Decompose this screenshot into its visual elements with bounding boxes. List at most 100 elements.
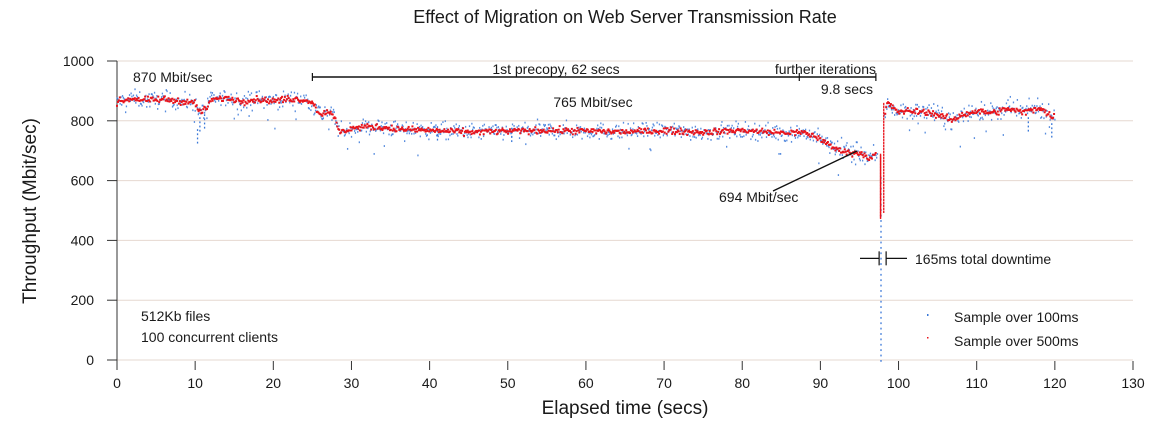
data-point-100ms — [266, 103, 268, 106]
x-tick-label: 110 — [966, 375, 989, 391]
data-point-100ms — [791, 134, 793, 137]
data-point-100ms — [984, 114, 986, 117]
data-point-500ms — [984, 110, 987, 113]
data-point-100ms — [789, 131, 791, 134]
data-point-500ms — [547, 129, 550, 132]
data-point-500ms — [814, 135, 817, 138]
data-point-100ms — [612, 132, 614, 135]
data-point-100ms — [330, 106, 332, 109]
data-point-500ms — [1019, 108, 1022, 111]
data-point-100ms — [563, 132, 565, 135]
data-point-500ms — [973, 112, 976, 115]
data-point-100ms — [733, 127, 735, 130]
data-point-500ms — [128, 100, 131, 103]
data-point-500ms — [1014, 110, 1017, 113]
data-point-100ms — [321, 118, 324, 121]
data-point-100ms — [947, 112, 950, 115]
data-point-500ms — [736, 128, 739, 131]
data-point-100ms — [258, 90, 260, 93]
data-point-100ms — [782, 129, 784, 132]
data-point-100ms — [285, 101, 287, 104]
data-point-100ms — [997, 118, 999, 120]
data-point-100ms — [875, 154, 877, 157]
data-point-100ms — [231, 101, 233, 104]
data-point-100ms — [799, 135, 801, 137]
data-point-100ms — [972, 113, 974, 115]
data-point-100ms — [884, 116, 886, 119]
data-point-100ms — [148, 93, 150, 96]
data-point-100ms — [834, 153, 836, 156]
data-point-100ms — [911, 113, 913, 116]
data-point-100ms — [991, 105, 994, 108]
data-point-100ms — [970, 116, 972, 119]
data-point-100ms — [429, 132, 432, 134]
data-point-500ms — [185, 100, 188, 103]
data-point-100ms — [134, 88, 136, 91]
data-point-500ms — [512, 129, 515, 132]
data-point-500ms — [883, 186, 885, 190]
data-point-100ms — [382, 132, 385, 135]
data-point-500ms — [391, 129, 394, 132]
data-point-500ms — [879, 162, 882, 166]
data-point-500ms — [291, 100, 294, 103]
data-point-500ms — [164, 99, 167, 102]
data-point-100ms — [876, 156, 878, 159]
data-point-500ms — [879, 213, 882, 216]
data-point-100ms — [622, 121, 625, 124]
data-point-500ms — [134, 99, 137, 102]
data-point-500ms — [143, 98, 146, 101]
data-point-500ms — [879, 179, 882, 182]
data-point-500ms — [246, 102, 249, 105]
data-point-100ms — [272, 95, 275, 98]
data-point-500ms — [211, 99, 214, 102]
data-point-500ms — [423, 129, 426, 132]
data-point-500ms — [647, 131, 650, 134]
data-point-500ms — [447, 128, 450, 131]
data-point-500ms — [336, 125, 339, 128]
data-point-500ms — [1013, 109, 1016, 112]
data-point-100ms — [313, 113, 315, 116]
data-point-100ms — [284, 94, 286, 97]
data-point-500ms — [879, 161, 882, 164]
data-point-500ms — [202, 108, 205, 111]
x-tick-label: 10 — [187, 375, 203, 391]
data-point-500ms — [360, 123, 363, 126]
data-point-100ms — [356, 128, 358, 131]
data-point-500ms — [983, 112, 986, 115]
data-point-100ms — [253, 102, 255, 105]
data-point-500ms — [546, 131, 549, 134]
data-point-500ms — [862, 156, 865, 159]
data-point-100ms — [141, 104, 143, 107]
data-point-100ms — [987, 113, 990, 116]
data-point-100ms — [176, 104, 178, 107]
data-point-500ms — [469, 130, 472, 133]
data-point-100ms — [596, 127, 598, 130]
data-point-500ms — [883, 108, 885, 112]
x-tick-label: 40 — [422, 375, 438, 391]
data-point-100ms — [817, 127, 819, 130]
data-point-100ms — [861, 152, 863, 155]
data-point-100ms — [969, 110, 972, 113]
data-point-500ms — [206, 105, 209, 108]
data-point-100ms — [835, 148, 837, 150]
data-point-500ms — [172, 101, 175, 104]
data-point-500ms — [548, 127, 551, 130]
data-point-500ms — [271, 97, 274, 100]
data-point-100ms — [951, 119, 954, 122]
data-point-100ms — [420, 124, 422, 127]
data-point-100ms — [627, 122, 629, 125]
data-point-100ms — [860, 146, 862, 149]
data-point-500ms — [241, 101, 244, 104]
data-point-500ms — [463, 134, 466, 137]
data-point-500ms — [373, 128, 376, 131]
data-point-100ms — [906, 117, 908, 120]
data-point-500ms — [978, 109, 981, 112]
data-point-500ms — [715, 130, 718, 133]
data-point-100ms — [416, 123, 418, 126]
data-point-500ms — [996, 110, 999, 113]
data-point-100ms — [407, 129, 410, 132]
data-point-500ms — [493, 129, 496, 132]
data-point-100ms — [983, 104, 986, 107]
data-point-100ms — [419, 135, 421, 138]
data-point-100ms — [1031, 104, 1033, 107]
